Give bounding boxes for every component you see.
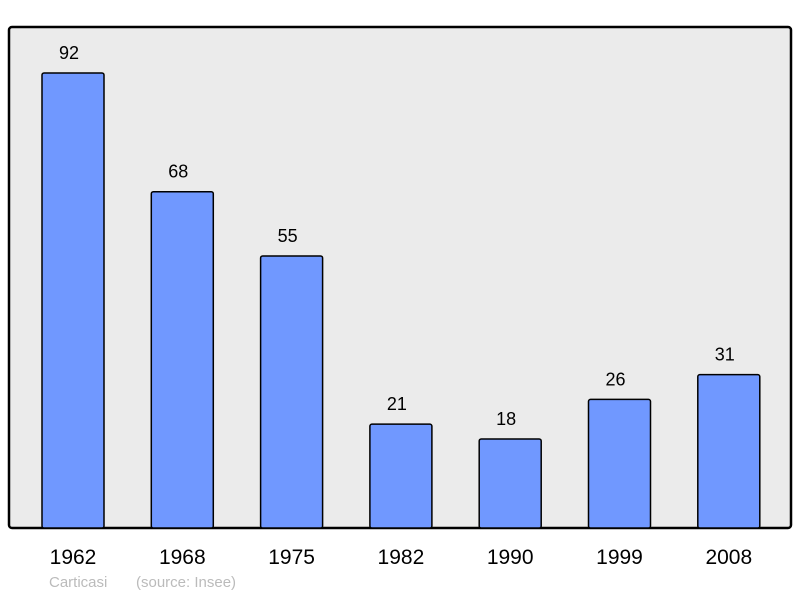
x-tick-label-1990: 1990 xyxy=(487,546,534,569)
footer-source: (source: Insee) xyxy=(136,574,237,591)
footer-place: Carticasi xyxy=(49,574,108,591)
x-tick-label-1999: 1999 xyxy=(596,546,643,569)
data-label-1999: 26 xyxy=(605,369,625,389)
bar-1968 xyxy=(150,190,215,529)
bar-1982 xyxy=(369,423,433,529)
x-tick-label-1975: 1975 xyxy=(268,546,315,569)
bar-2008 xyxy=(697,373,761,529)
bar-1975 xyxy=(259,255,324,529)
x-tick-label-1968: 1968 xyxy=(159,546,206,569)
x-tick-label-1982: 1982 xyxy=(378,546,425,569)
data-label-1968: 68 xyxy=(168,162,188,182)
bar-1962 xyxy=(41,72,105,529)
x-tick-label-1962: 1962 xyxy=(50,546,97,569)
bar-1990 xyxy=(478,438,542,529)
x-tick-label-2008: 2008 xyxy=(705,546,752,569)
data-label-1962: 92 xyxy=(59,43,79,63)
data-label-1975: 55 xyxy=(278,226,298,246)
data-label-1990: 18 xyxy=(496,409,516,429)
data-label-1982: 21 xyxy=(387,394,407,414)
bar-1999 xyxy=(587,398,652,529)
data-label-2008: 31 xyxy=(715,345,735,365)
